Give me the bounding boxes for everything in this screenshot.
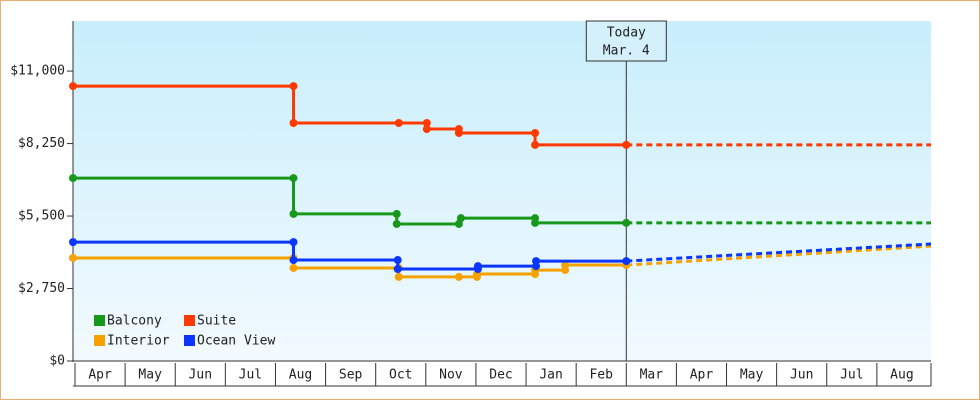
point <box>289 82 298 91</box>
point <box>392 209 401 218</box>
x-tick-label: Apr <box>88 368 112 383</box>
point <box>69 82 77 91</box>
x-tick-label: Jun <box>790 368 813 383</box>
point <box>531 140 540 149</box>
point <box>69 174 77 183</box>
x-tick-label: Jun <box>189 368 212 383</box>
x-tick-label: Jan <box>539 368 562 383</box>
point <box>422 125 431 134</box>
point <box>622 140 631 149</box>
today-label: Today <box>607 26 646 41</box>
y-tick-label: $5,500 <box>18 209 65 224</box>
y-tick-label: $8,250 <box>18 136 65 151</box>
point <box>394 119 403 127</box>
legend-swatch <box>184 335 195 346</box>
point <box>454 272 463 281</box>
point <box>289 238 298 247</box>
point <box>531 129 540 138</box>
point <box>393 256 402 265</box>
point <box>622 257 631 266</box>
x-tick-label: Jul <box>239 368 262 383</box>
legend-swatch <box>184 315 195 326</box>
x-tick-label: May <box>740 368 764 383</box>
legend-label: Ocean View <box>197 334 275 349</box>
point <box>289 256 298 265</box>
point <box>289 263 298 272</box>
legend-label: Balcony <box>107 314 162 329</box>
legend-swatch <box>94 315 105 326</box>
point <box>289 119 298 127</box>
point <box>393 265 402 274</box>
x-tick-label: Sep <box>339 368 363 383</box>
x-tick-label: Nov <box>439 368 463 383</box>
point <box>456 214 465 223</box>
point <box>392 219 401 228</box>
forecast-line <box>626 244 932 267</box>
point <box>69 238 77 247</box>
point <box>289 174 298 183</box>
x-tick-label: Aug <box>890 368 913 383</box>
x-tick-label: Dec <box>489 368 512 383</box>
point <box>532 257 541 266</box>
x-tick-label: Feb <box>589 368 613 383</box>
x-tick-label: Jul <box>840 368 863 383</box>
x-tick-label: Aug <box>289 368 312 383</box>
x-tick-label: May <box>138 368 162 383</box>
today-box <box>585 20 667 62</box>
point <box>394 272 403 281</box>
plot-area <box>73 21 931 361</box>
point <box>69 253 77 262</box>
x-tick-label: Oct <box>389 368 412 383</box>
point <box>473 262 482 271</box>
point <box>289 209 298 218</box>
y-tick-label: $0 <box>49 354 65 369</box>
legend-label: Interior <box>107 334 170 349</box>
today-label: Mar. 4 <box>603 44 650 59</box>
point <box>454 129 463 138</box>
legend-swatch <box>94 335 105 346</box>
y-tick-label: $11,000 <box>10 64 65 79</box>
forecast-line <box>626 242 932 263</box>
point <box>531 218 540 227</box>
point <box>422 119 431 127</box>
x-tick-label: Mar <box>640 368 664 383</box>
y-tick-label: $2,750 <box>18 281 65 296</box>
x-tick-label: Apr <box>690 368 714 383</box>
legend-label: Suite <box>197 314 236 329</box>
point <box>561 261 570 270</box>
point <box>622 218 631 227</box>
